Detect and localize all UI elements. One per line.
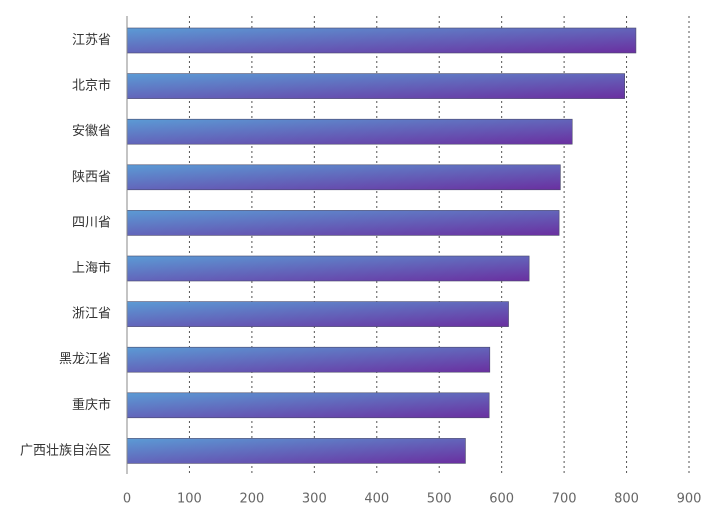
category-label-9: 广西壮族自治区	[20, 442, 111, 458]
x-tick-label-600: 600	[489, 492, 514, 507]
x-tick-label-100: 100	[177, 492, 202, 507]
x-tick-label-900: 900	[677, 492, 702, 507]
x-tick-label-0: 0	[123, 492, 131, 507]
category-label-6: 浙江省	[72, 307, 111, 322]
category-label-7: 黑龙江省	[59, 352, 111, 367]
bar-2	[126, 118, 573, 145]
category-label-5: 上海市	[72, 260, 111, 276]
bar-1	[126, 73, 625, 99]
x-tick-label-300: 300	[302, 492, 327, 507]
bar-6	[126, 301, 509, 327]
bar-4	[126, 210, 560, 236]
bar-8	[126, 392, 490, 419]
bar-3	[126, 164, 561, 191]
bar-7	[126, 346, 491, 373]
category-label-4: 四川省	[72, 215, 111, 230]
category-label-0: 江苏省	[72, 32, 111, 48]
category-label-8: 重庆市	[72, 397, 111, 413]
bar-0	[126, 27, 637, 54]
x-tick-label-800: 800	[614, 492, 639, 507]
bars	[126, 27, 637, 464]
category-label-1: 北京市	[72, 78, 111, 94]
category-label-2: 安徽省	[72, 124, 111, 139]
bar-9	[126, 438, 466, 464]
x-tick-labels: 0 100 200 300 400 500 600 700 800 900	[123, 492, 702, 507]
bar-5	[126, 255, 530, 282]
x-tick-label-700: 700	[552, 492, 577, 507]
x-tick-label-200: 200	[239, 492, 264, 507]
x-tick-label-500: 500	[427, 492, 452, 507]
x-tick-label-400: 400	[364, 492, 389, 507]
category-label-3: 陕西省	[72, 170, 111, 185]
